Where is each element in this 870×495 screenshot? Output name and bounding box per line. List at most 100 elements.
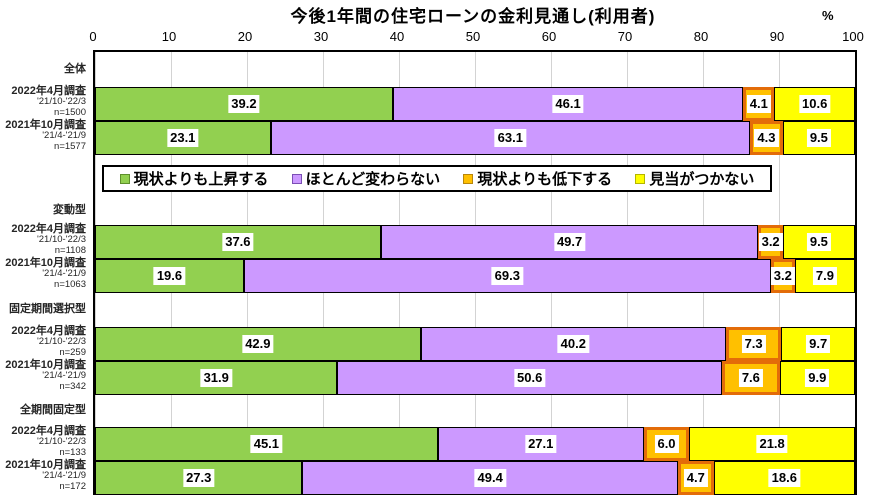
legend-marker (635, 173, 646, 184)
bar-row: 42.9 40.2 7.3 9.7 (95, 327, 855, 361)
bar-value-label: 39.2 (228, 95, 260, 113)
bar-value-label: 50.6 (514, 369, 546, 387)
legend-label: ほとんど変わらない (305, 171, 441, 188)
bar-segment: 9.7 (781, 327, 855, 361)
row-label: 2022年4月調査 '21/10-'22/3 n=1108 (0, 223, 86, 257)
bar-value-label: 27.3 (183, 469, 215, 487)
bar-value-label: 9.5 (806, 129, 831, 147)
legend-marker (291, 173, 302, 184)
bar-segment: 37.6 (95, 225, 381, 259)
row-label: 2021年10月調査 '21/4-'21/9 n=1063 (0, 257, 86, 291)
bar-segment: 39.2 (95, 87, 393, 121)
bar-segment: 46.1 (392, 87, 744, 121)
x-axis-tick: 90 (769, 29, 785, 44)
bar-value-label: 18.6 (768, 469, 800, 487)
section-label: 固定期間選択型 (9, 303, 86, 315)
bar-segment: 3.2 (758, 225, 783, 259)
bar-value-label: 4.7 (683, 469, 708, 487)
bar-segment: 10.6 (774, 87, 855, 121)
bar-segment: 4.7 (677, 461, 714, 495)
bar-value-label: 42.9 (242, 335, 274, 353)
row-label-n: n=133 (59, 447, 86, 459)
bar-segment: 18.6 (713, 461, 855, 495)
bar-segment: 50.6 (337, 361, 722, 395)
bar-value-label: 19.6 (153, 267, 186, 285)
row-label-period: '21/10-'22/3 (36, 96, 86, 108)
row-label: 2021年10月調査 '21/4-'21/9 n=172 (0, 459, 86, 493)
row-label-n: n=1108 (54, 245, 86, 257)
row-label-period: '21/10-'22/3 (36, 234, 86, 246)
bar-value-label: 7.3 (741, 335, 766, 353)
chart-title: 今後1年間の住宅ローンの金利見通し(利用者) (290, 7, 656, 26)
legend-label: 現状よりも上昇する (133, 171, 269, 188)
row-label: 2021年10月調査 '21/4-'21/9 n=342 (0, 359, 86, 393)
bar-value-label: 21.8 (756, 435, 788, 453)
bar-segment: 9.5 (782, 121, 855, 155)
row-label-n: n=1500 (54, 107, 86, 119)
bar-segment: 45.1 (95, 427, 438, 461)
row-label-survey: 2021年10月調査 (5, 256, 86, 269)
legend-label: 見当がつかない (649, 171, 755, 188)
section-label: 全期間固定型 (20, 404, 86, 416)
row-label-survey: 2022年4月調査 (11, 222, 86, 235)
row-label-period: '21/10-'22/3 (36, 336, 86, 348)
row-label-period: '21/4-'21/9 (42, 370, 86, 382)
bar-segment: 31.9 (95, 361, 338, 395)
bar-segment: 27.1 (437, 427, 644, 461)
legend-marker (463, 173, 474, 184)
bar-segment: 23.1 (95, 121, 271, 155)
bar-value-label: 37.6 (222, 233, 254, 251)
bar-segment: 21.8 (689, 427, 855, 461)
x-axis-tick: 80 (693, 29, 709, 44)
bar-segment: 3.2 (770, 259, 795, 293)
bar-segment: 7.6 (721, 361, 780, 395)
x-axis-tick: 70 (617, 29, 633, 44)
bar-value-label: 10.6 (799, 95, 831, 113)
row-label-survey: 2022年4月調査 (11, 324, 86, 337)
legend-item: 見当がつかない (635, 168, 754, 189)
row-label-n: n=1063 (54, 279, 86, 291)
bar-segment: 63.1 (270, 121, 751, 155)
bar-value-label: 4.3 (754, 129, 779, 147)
bar-segment: 4.1 (743, 87, 775, 121)
bar-value-label: 27.1 (525, 435, 557, 453)
bar-value-label: 3.2 (770, 267, 795, 285)
bar-segment: 7.9 (794, 259, 855, 293)
bar-value-label: 45.1 (250, 435, 283, 453)
section-label: 変動型 (53, 204, 86, 216)
bar-segment: 19.6 (95, 259, 244, 293)
bar-value-label: 69.3 (491, 267, 523, 285)
row-label-survey: 2021年10月調査 (5, 118, 86, 131)
bar-row: 39.2 46.1 4.1 10.6 (95, 87, 855, 121)
bar-segment: 69.3 (243, 259, 771, 293)
row-label-n: n=1577 (54, 141, 86, 153)
row-label-survey: 2021年10月調査 (5, 358, 86, 371)
row-label: 2022年4月調査 '21/10-'22/3 n=133 (0, 425, 86, 459)
section-label: 全体 (64, 62, 86, 75)
x-axis-tick: 20 (237, 29, 253, 44)
plot-area: 39.2 46.1 4.1 10.6 23.1 63.1 4.3 9.5 37.6 49.7 3.2… (93, 50, 857, 495)
row-label-survey: 2022年4月調査 (11, 424, 86, 437)
legend: 現状よりも上昇する ほとんど変わらない 現状よりも低下する 見当がつかない (102, 165, 772, 192)
bar-value-label: 9.5 (806, 233, 831, 251)
bar-segment: 42.9 (95, 327, 421, 361)
bar-value-label: 49.4 (474, 469, 506, 487)
bar-segment: 49.7 (380, 225, 759, 259)
x-axis-tick: 0 (89, 29, 97, 44)
bar-row: 31.9 50.6 7.6 9.9 (95, 361, 855, 395)
bar-value-label: 23.1 (167, 129, 199, 147)
bar-segment: 49.4 (302, 461, 678, 495)
bar-value-label: 31.9 (200, 369, 232, 387)
row-label-period: '21/4-'21/9 (42, 470, 86, 482)
legend-marker (119, 173, 130, 184)
x-axis-tick: 60 (541, 29, 557, 44)
row-label: 2021年10月調査 '21/4-'21/9 n=1577 (0, 119, 86, 153)
bar-row: 19.6 69.3 3.2 7.9 (95, 259, 855, 293)
bar-value-label: 9.7 (806, 335, 831, 353)
row-label: 2022年4月調査 '21/10-'22/3 n=1500 (0, 85, 86, 119)
x-axis-tick: 40 (389, 29, 405, 44)
legend-item: 現状よりも低下する (463, 168, 612, 189)
bar-segment: 9.9 (779, 361, 855, 395)
bar-value-label: 3.2 (758, 233, 783, 251)
